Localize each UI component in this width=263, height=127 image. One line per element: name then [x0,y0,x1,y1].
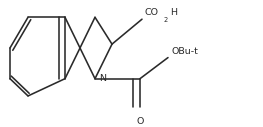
Text: N: N [99,74,106,83]
Text: OBu-t: OBu-t [171,47,198,56]
Text: O: O [136,117,144,126]
Text: CO: CO [145,8,159,17]
Text: H: H [170,8,177,17]
Text: 2: 2 [164,17,168,23]
